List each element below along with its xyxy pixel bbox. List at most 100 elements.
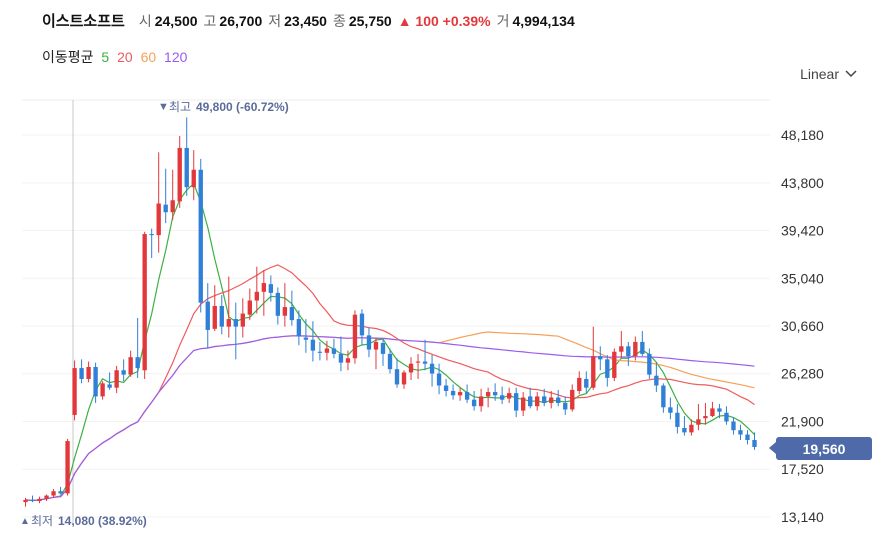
current-price-tag: 19,560: [769, 437, 872, 460]
candle-body: [338, 353, 344, 363]
candle-body: [93, 366, 98, 397]
candle-body: [163, 204, 168, 213]
ma-120-line: [25, 335, 755, 502]
candle-body: [366, 335, 372, 350]
candle-body: [352, 314, 358, 359]
candle-body: [226, 319, 231, 327]
candle-body: [584, 378, 589, 388]
candle-body: [752, 440, 757, 447]
candle-body: [429, 363, 435, 374]
candle-body: [233, 319, 238, 327]
candle-body: [198, 169, 203, 303]
candle-body: [506, 393, 512, 399]
candle-body: [591, 356, 596, 388]
candle-body: [717, 408, 722, 412]
candle-body: [675, 412, 680, 427]
ma-20-label: 20: [117, 49, 133, 65]
min-annotation-value: 14,080 (38.92%): [58, 514, 147, 528]
candle-body: [310, 339, 316, 351]
candle-body: [436, 373, 442, 386]
candle-body: [135, 357, 140, 369]
candle-body: [464, 392, 470, 400]
candle-body: [79, 368, 84, 379]
change-value: ▲ 100 +0.39%: [397, 13, 491, 29]
candle-body: [380, 343, 386, 354]
candle-body: [408, 363, 414, 373]
stock-header: 이스트소프트 시 24,500 고 26,700 저 23,450 종 25,7…: [42, 10, 581, 31]
close-label: 종: [332, 13, 346, 29]
y-tick-label: 35,040: [781, 270, 824, 286]
close-value: 25,750: [348, 13, 392, 29]
candle-body: [331, 348, 337, 354]
candle-body: [654, 375, 659, 386]
y-tick-label: 39,420: [781, 223, 824, 239]
stock-name: 이스트소프트: [42, 13, 125, 30]
candle-body: [37, 498, 42, 502]
ma-120-label: 120: [164, 49, 188, 65]
candle-body: [170, 200, 175, 213]
candle-body: [450, 390, 456, 396]
candle-body: [570, 389, 575, 410]
y-tick-label: 17,520: [781, 461, 824, 477]
candle-body: [619, 346, 624, 352]
candle-body: [471, 399, 477, 407]
candlesticks: [23, 117, 757, 507]
ma-legend-label: 이동평균: [42, 49, 94, 65]
candle-body: [401, 372, 407, 385]
max-annotation-value: 49,800 (-60.72%): [196, 100, 289, 114]
candle-body: [605, 359, 610, 378]
candle-body: [556, 397, 561, 403]
candle-body: [254, 291, 259, 301]
candle-body: [268, 284, 274, 293]
candle-body: [100, 383, 105, 397]
candle-body: [387, 353, 393, 370]
candle-body: [72, 368, 77, 415]
candle-body: [724, 412, 729, 422]
candle-body: [191, 169, 196, 188]
candle-body: [682, 428, 687, 433]
candle-body: [275, 292, 281, 316]
y-tick-label: 26,280: [781, 366, 824, 382]
candle-body: [499, 395, 505, 400]
y-tick-label: 43,800: [781, 175, 824, 191]
max-annotation-label: 최고: [169, 100, 191, 114]
candle-body: [633, 341, 638, 357]
candle-body: [598, 356, 603, 360]
candle-body: [745, 434, 750, 440]
candle-body: [345, 358, 351, 363]
high-label: 고: [203, 13, 217, 29]
candle-body: [563, 402, 568, 410]
candle-body: [521, 397, 526, 411]
candle-body: [443, 385, 449, 391]
high-value: 26,700: [219, 13, 263, 29]
candle-body: [23, 499, 28, 503]
candle-body: [513, 393, 519, 411]
candle-body: [485, 392, 491, 397]
candle-body: [668, 407, 673, 413]
scale-dropdown-label: Linear: [800, 66, 839, 82]
annotations: ▼ 최고 49,800 (-60.72%) ▲ 최저 14,080 (38.92…: [20, 100, 289, 528]
y-tick-label: 48,180: [781, 127, 824, 143]
candle-body: [58, 491, 63, 494]
current-price-value: 19,560: [802, 440, 846, 457]
candle-body: [51, 491, 56, 496]
open-value: 24,500: [154, 13, 198, 29]
candle-body: [612, 351, 617, 378]
candle-body: [177, 147, 182, 202]
moving-average-legend: 이동평균 5 20 60 120: [42, 47, 191, 67]
candle-body: [528, 396, 533, 407]
candle-body: [149, 234, 154, 236]
candle-body: [142, 234, 147, 371]
candle-body: [156, 203, 161, 236]
candle-body: [107, 384, 112, 388]
candle-body: [184, 147, 189, 188]
chevron-down-icon: [845, 70, 857, 78]
candle-body: [703, 416, 708, 419]
scale-dropdown[interactable]: Linear: [800, 66, 857, 82]
candle-body: [647, 353, 652, 375]
candle-body: [535, 396, 540, 407]
candle-body: [296, 319, 302, 337]
candle-body: [626, 346, 631, 357]
ma-60-label: 60: [140, 49, 157, 65]
